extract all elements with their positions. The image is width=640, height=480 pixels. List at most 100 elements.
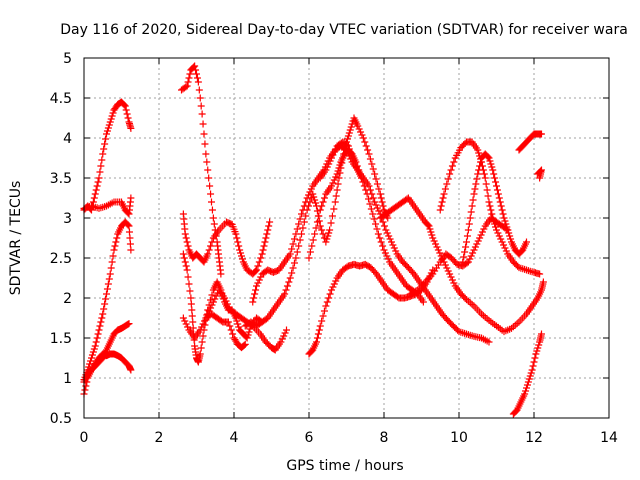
data-point	[282, 286, 290, 294]
data-point	[233, 317, 241, 325]
data-point	[446, 270, 454, 278]
data-point	[254, 279, 262, 287]
data-point	[260, 242, 268, 250]
series-s14	[316, 138, 493, 346]
data-point	[502, 247, 510, 255]
data-point	[371, 268, 379, 276]
data-point	[113, 234, 121, 242]
data-point	[328, 212, 336, 220]
data-point	[210, 220, 218, 228]
data-point	[532, 350, 540, 358]
data-point	[485, 198, 493, 206]
data-point	[388, 238, 395, 246]
data-point	[323, 163, 331, 171]
data-point	[424, 221, 432, 229]
series-s20	[515, 130, 545, 154]
data-point	[373, 204, 381, 212]
data-point	[124, 209, 132, 217]
data-point	[377, 238, 385, 246]
data-point	[94, 178, 102, 186]
data-point	[259, 246, 267, 254]
data-point	[355, 166, 363, 174]
data-point	[221, 294, 229, 302]
data-point	[332, 173, 340, 181]
data-point	[390, 244, 398, 252]
data-point	[179, 314, 187, 322]
data-point	[392, 247, 400, 255]
data-point	[225, 303, 233, 311]
data-point	[104, 124, 112, 132]
data-point	[238, 252, 245, 260]
data-point	[320, 194, 328, 202]
data-point	[447, 273, 455, 281]
data-point	[331, 198, 339, 206]
data-point	[476, 162, 484, 170]
data-point	[289, 240, 297, 248]
data-point	[127, 246, 135, 254]
data-point	[243, 334, 251, 342]
y-tick-label: 5	[63, 51, 72, 67]
data-point	[196, 94, 204, 102]
data-point	[255, 258, 263, 266]
data-point	[536, 174, 544, 182]
data-point	[432, 240, 440, 248]
data-point	[104, 280, 112, 288]
data-point	[380, 246, 388, 254]
axis-ticks	[83, 57, 610, 419]
data-point	[333, 170, 341, 178]
data-point	[483, 186, 491, 194]
data-point	[489, 166, 497, 174]
data-point	[352, 158, 360, 166]
data-point	[193, 70, 200, 78]
data-point	[385, 232, 393, 240]
data-point	[184, 273, 192, 281]
y-tick-labels: 0.5 1 1.5 2 2.5 3 3.5 4 4.5 5	[50, 51, 72, 427]
data-point	[476, 234, 484, 242]
data-point	[371, 170, 379, 178]
data-point	[379, 202, 387, 210]
data-point	[374, 230, 382, 238]
data-point	[227, 326, 235, 334]
series-s10	[204, 286, 290, 354]
data-point	[382, 226, 390, 234]
data-point	[363, 190, 371, 198]
data-point	[98, 156, 106, 164]
data-point	[212, 292, 220, 300]
data-point	[98, 314, 106, 322]
data-point	[121, 102, 129, 110]
data-point	[186, 70, 194, 78]
data-point	[184, 78, 192, 86]
data-point	[466, 255, 474, 263]
series-s16	[376, 194, 547, 336]
data-marks	[80, 62, 547, 418]
data-point	[521, 390, 529, 398]
data-point	[491, 220, 499, 228]
data-point	[466, 214, 474, 222]
data-point	[533, 347, 541, 355]
data-point	[489, 214, 497, 222]
data-point	[441, 261, 449, 269]
data-point	[370, 215, 378, 223]
data-point	[181, 317, 189, 325]
data-point	[199, 320, 207, 328]
data-point	[209, 298, 217, 306]
data-point	[493, 186, 501, 194]
data-point	[446, 170, 454, 178]
data-point	[386, 235, 394, 243]
data-point	[465, 220, 473, 228]
series-s15	[305, 146, 427, 306]
data-point	[318, 226, 326, 234]
data-point	[108, 258, 116, 266]
data-point	[205, 174, 213, 182]
y-tick-label: 3	[63, 211, 72, 227]
x-tick-label: 8	[380, 430, 389, 446]
data-point	[369, 210, 377, 218]
data-point	[306, 248, 314, 256]
data-point	[93, 182, 101, 190]
data-point	[127, 366, 135, 374]
data-point	[330, 280, 338, 288]
data-point	[81, 386, 89, 394]
data-point	[461, 248, 469, 256]
data-point	[505, 229, 513, 237]
data-point	[92, 338, 100, 346]
